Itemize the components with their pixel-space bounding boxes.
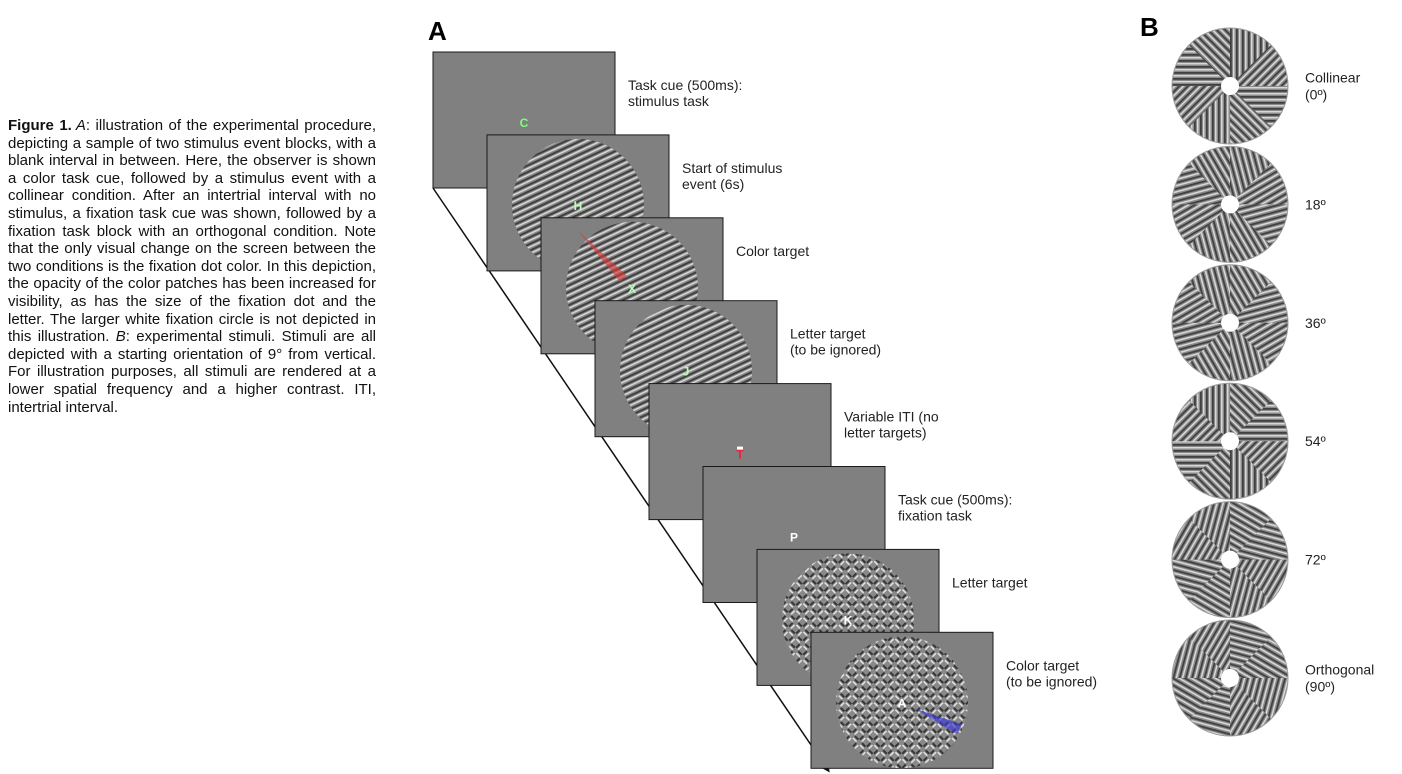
fixation-circle [1221,77,1239,95]
frame-description: event (6s) [682,176,744,192]
stimulus [1172,265,1288,381]
stimulus [1172,383,1288,499]
fixation-circle [1221,669,1239,687]
fixation-circle [1221,195,1239,213]
fixation-circle [1221,314,1239,332]
frame-description: letter targets) [844,425,926,441]
figure-panels: A B CTask cue (500ms):stimulus taskHStar… [0,0,1402,774]
frame-description: stimulus task [628,93,710,109]
stimulus [1172,620,1288,736]
stimulus-label: Orthogonal [1305,662,1374,678]
frame-description: Task cue (500ms): [898,492,1012,508]
frame-description: Color target [1006,657,1079,673]
frame-description: Variable ITI (no [844,409,939,425]
stimulus [1172,146,1288,262]
stimulus-label: (90º) [1305,679,1335,695]
stimulus-label: 18º [1305,196,1326,212]
fixation-circle [1221,432,1239,450]
stimulus-label: (0º) [1305,87,1327,103]
stimulus [1172,28,1288,144]
frame-letter: P [790,531,798,545]
stimulus-label: 72º [1305,552,1326,568]
frame-description: (to be ignored) [1006,673,1097,689]
stimulus [1172,502,1288,618]
stimulus-label: 54º [1305,433,1326,449]
frame-description: Letter target [952,574,1028,590]
stimulus-label: 36º [1305,315,1326,331]
fixation-circle [1221,551,1239,569]
panel-label: B [1140,12,1159,42]
frame-letter: A [898,696,907,710]
frame-letter: H [574,199,583,213]
frame-description: Start of stimulus [682,160,782,176]
frame-letter: X [628,282,636,296]
frame-letter: J [683,365,690,379]
frame-description: (to be ignored) [790,342,881,358]
frame-letter: K [844,613,853,627]
stimulus-label: Collinear [1305,70,1361,86]
frame-letter: C [520,116,529,130]
frame: A [811,632,993,768]
frame-letter: T [736,448,744,462]
frame-description: Color target [736,243,809,259]
frame-description: Letter target [790,326,866,342]
figure: Figure 1.A: illustration of the experime… [0,0,1402,774]
frame-description: Task cue (500ms): [628,77,742,93]
frame-description: fixation task [898,508,973,524]
panel-label: A [428,16,447,46]
